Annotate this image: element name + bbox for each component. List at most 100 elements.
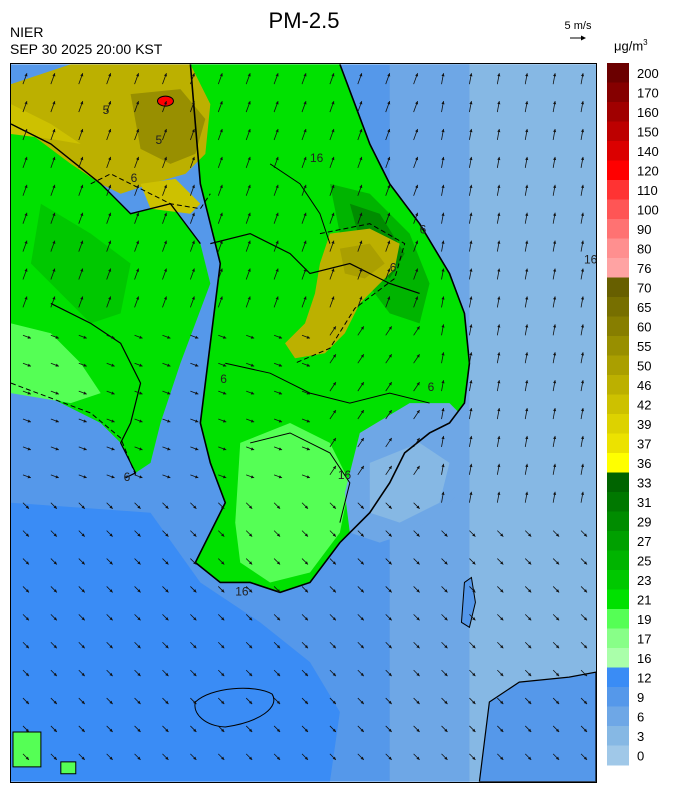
wind-arrow-head-icon [276,644,281,649]
wind-arrow-head-icon [444,561,448,565]
wind-arrow-head-icon [139,475,143,479]
legend-swatch-39 [607,414,629,434]
wind-arrow-head-icon [248,589,253,593]
wind-arrow-head-icon [81,644,85,649]
wind-arrow-head-icon [304,756,308,760]
contour-label: 6 [428,380,435,394]
legend-swatch-100 [607,199,629,220]
wind-arrow-head-icon [469,352,473,356]
wind-arrow-head-icon [222,475,227,479]
wind-arrow-head-icon [80,73,84,77]
wind-arrow-head-icon [525,240,529,244]
wind-arrow-head-icon [332,728,336,732]
wind-arrow-head-icon [195,335,199,339]
wind-arrow-head-icon [553,73,557,77]
wind-arrow-head-icon [331,129,335,133]
contour-label: 6 [420,223,427,237]
wind-arrow-head-icon [304,728,308,732]
wind-arrow-head-icon [444,756,448,760]
wind-arrow-head-icon [163,101,167,105]
wind-arrow-head-icon [500,728,504,732]
wind-arrow-head-icon [24,212,28,217]
west-light-green [11,323,101,404]
wind-arrow-head-icon [136,129,140,133]
wind-arrow-head-icon [83,475,87,479]
wind-arrow-head-icon [415,129,419,133]
wind-arrow-head-icon [360,465,364,470]
southeast-lighter-region [369,442,450,523]
wind-arrow-head-icon [580,268,585,272]
wind-arrow-head-icon [80,268,84,272]
wind-arrow-head-icon [165,561,169,565]
wind-arrow-head-icon [275,101,279,105]
wind-arrow-head-icon [441,463,445,468]
wind-arrow-head-icon [441,296,445,300]
wind-arrow-head-icon [332,672,336,677]
legend-label-27: 27 [637,534,651,549]
legend-swatch-150 [607,121,629,142]
wind-arrow-head-icon [332,437,336,442]
wind-arrow-head-icon [221,700,225,705]
wind-arrow-head-icon [53,728,57,732]
wind-arrow-head-icon [388,561,392,565]
wind-arrow-head-icon [248,756,253,760]
northwest-plume-edge [11,104,81,144]
wind-arrow-head-icon [137,617,141,621]
wind-arrow-head-icon [247,212,251,217]
wind-arrow-head-icon [55,447,59,451]
wind-arrow-head-icon [193,589,197,593]
wind-arrow-head-icon [525,184,529,189]
wind-arrow-head-icon [303,268,307,272]
hotspot-marker[interactable] [157,95,174,107]
wind-arrow-head-icon [441,380,445,384]
wind-arrow-head-icon [109,533,113,537]
wind-arrow-head-icon [332,700,336,705]
wind-arrow-head-icon [331,73,335,77]
wind-arrow-head-icon [83,335,87,339]
wind-arrow-head-icon [55,335,59,339]
wind-arrow-head-icon [109,728,113,732]
legend-swatch-25 [607,550,629,571]
wind-arrow-head-icon [583,561,588,565]
wind-arrow-head-icon [331,240,335,244]
wind-arrow-head-icon [580,324,585,328]
wind-arrow-head-icon [191,212,195,217]
legend-label-55: 55 [637,339,651,354]
legend-label-76: 76 [637,261,651,276]
wind-arrow-head-icon [444,700,448,705]
wind-arrow-head-icon [276,589,281,593]
wind-arrow-head-icon [359,296,363,300]
wind-arrow-head-icon [165,672,169,677]
contour-label: 16 [235,584,249,598]
legend-swatch-23 [607,570,629,590]
wind-arrow-head-icon [136,240,140,244]
legend-label-16: 16 [637,651,651,666]
wind-reference-arrow-icon [570,35,586,41]
wind-arrow-head-icon [221,561,225,565]
wind-arrow-head-icon [441,73,445,77]
wind-arrow-head-icon [24,156,28,161]
wind-arrow-head-icon [332,505,336,509]
wind-arrow-head-icon [360,700,364,705]
wind-arrow-head-icon [527,728,532,732]
wind-arrow-head-icon [332,382,336,386]
wind-arrow-head-icon [163,129,167,133]
pm25-map[interactable]: 5 5 6 6 6 6 6 6 16 16 16 16 [10,63,597,783]
wind-arrow-head-icon [525,296,529,300]
wind-arrow-head-icon [472,533,476,537]
wind-arrow-head-icon [359,156,363,161]
wind-arrow-head-icon [53,672,57,677]
wind-arrow-head-icon [163,212,167,217]
wind-arrow-head-icon [167,335,171,339]
wind-arrow-head-icon [80,129,84,133]
wind-arrow-head-icon [24,296,28,300]
wind-arrow-head-icon [25,533,29,537]
legend-label-80: 80 [637,241,651,256]
legend-label-36: 36 [637,456,651,471]
wind-arrow-head-icon [247,268,251,272]
legend-swatch-65 [607,297,629,317]
wind-arrow-head-icon [52,212,56,217]
wind-arrow-head-icon [360,561,364,565]
wind-arrow-head-icon [525,73,529,77]
wind-arrow-head-icon [416,672,420,677]
